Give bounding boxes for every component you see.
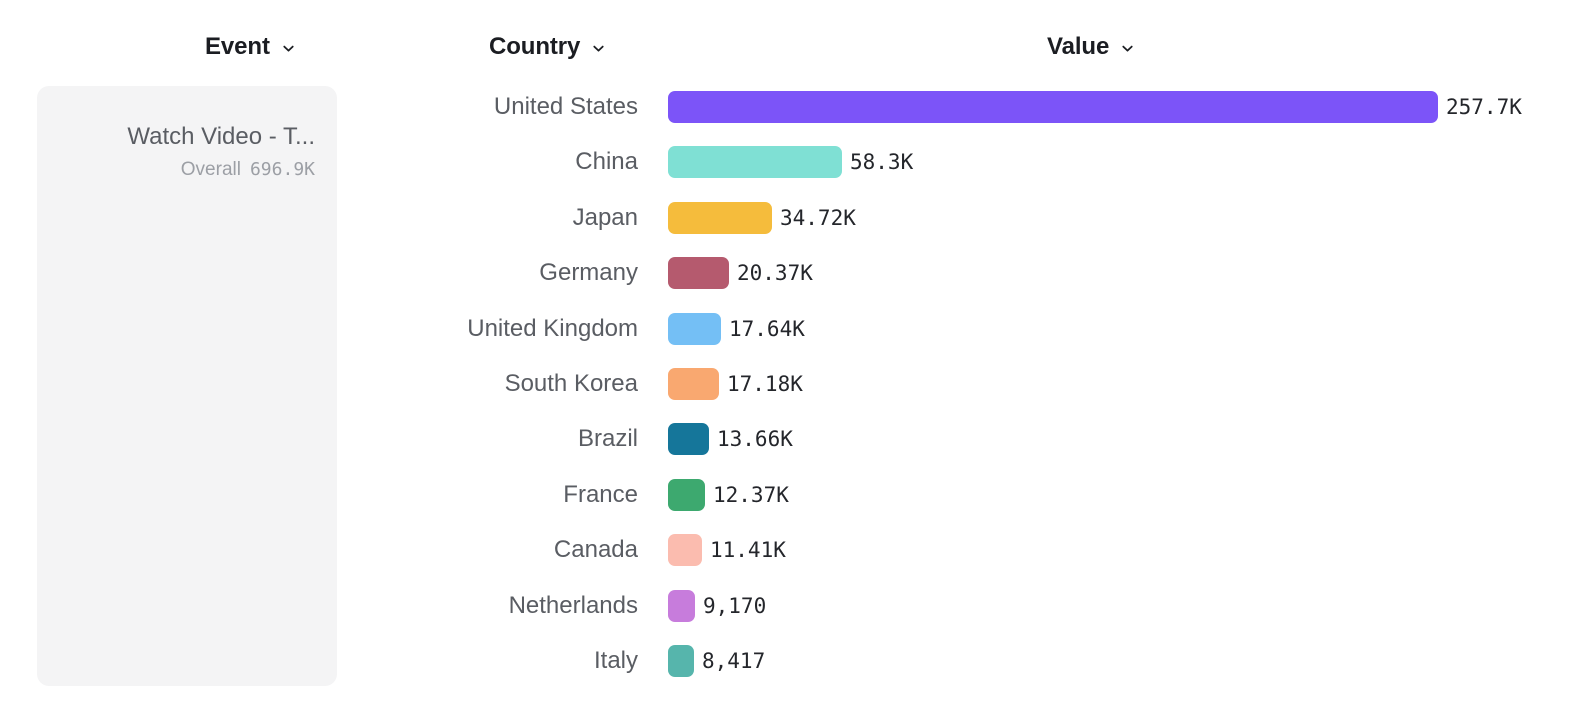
value-label: 20.37K xyxy=(737,261,813,286)
value-label: 257.7K xyxy=(1446,95,1522,119)
table-row[interactable]: Italy 8,417 xyxy=(0,640,1584,695)
value-bar[interactable] xyxy=(668,644,694,677)
table-row[interactable]: China 58.3K xyxy=(0,141,1584,196)
country-label: Germany xyxy=(539,259,638,287)
event-card-overall-value: 696.9K xyxy=(249,159,315,180)
country-bar-list: United States 257.7K China 58.3K Japan 34.72K… xyxy=(0,86,1584,695)
bar-container: 11.41K xyxy=(668,534,786,567)
event-card[interactable]: Watch Video - T... Overall 696.9K xyxy=(37,86,337,686)
value-bar[interactable] xyxy=(668,534,702,567)
column-header-event-label: Event xyxy=(205,33,270,60)
country-label: Canada xyxy=(553,536,638,564)
country-label: Netherlands xyxy=(508,591,638,619)
value-bar[interactable] xyxy=(668,312,721,345)
value-bar[interactable] xyxy=(668,257,729,290)
column-header-value[interactable]: Value xyxy=(1047,33,1135,61)
column-header-country[interactable]: Country xyxy=(489,33,606,61)
value-bar[interactable] xyxy=(668,423,709,456)
value-label: 17.18K xyxy=(727,371,803,396)
country-label: France xyxy=(563,480,638,508)
value-label: 11.41K xyxy=(710,538,786,563)
value-label: 9,170 xyxy=(703,593,767,618)
event-card-overall: Overall 696.9K xyxy=(37,159,315,181)
value-bar[interactable] xyxy=(668,146,842,179)
event-card-overall-label: Overall xyxy=(180,159,241,180)
column-header-row: Event Country Value xyxy=(0,0,1584,78)
column-header-event[interactable]: Event xyxy=(205,33,296,61)
chevron-down-icon[interactable] xyxy=(1120,41,1135,56)
bar-container: 257.7K xyxy=(668,91,1522,123)
table-row[interactable]: Germany 20.37K xyxy=(0,252,1584,307)
value-label: 12.37K xyxy=(713,482,789,507)
value-label: 8,417 xyxy=(702,648,766,673)
country-label: United Kingdom xyxy=(467,314,638,342)
bar-container: 9,170 xyxy=(668,589,767,622)
value-label: 13.66K xyxy=(717,427,793,452)
bar-container: 58.3K xyxy=(668,146,914,179)
value-bar[interactable] xyxy=(668,201,772,234)
bar-container: 17.18K xyxy=(668,367,803,400)
value-bar[interactable] xyxy=(668,478,705,511)
country-label: Brazil xyxy=(577,425,638,453)
bar-container: 34.72K xyxy=(668,201,856,234)
table-row[interactable]: United Kingdom 17.64K xyxy=(0,308,1584,363)
table-row[interactable]: Brazil 13.66K xyxy=(0,418,1584,473)
event-card-title: Watch Video - T... xyxy=(127,123,315,150)
country-label: South Korea xyxy=(504,369,638,397)
value-label: 17.64K xyxy=(729,316,805,341)
chevron-down-icon[interactable] xyxy=(281,41,296,56)
bar-container: 17.64K xyxy=(668,312,805,345)
table-row[interactable]: Canada 11.41K xyxy=(0,529,1584,584)
value-label: 58.3K xyxy=(850,150,914,175)
country-label: United States xyxy=(493,93,638,120)
column-header-value-label: Value xyxy=(1047,33,1110,60)
table-row[interactable]: Japan 34.72K xyxy=(0,197,1584,252)
table-row[interactable]: South Korea 17.18K xyxy=(0,363,1584,418)
column-header-country-label: Country xyxy=(489,33,581,60)
value-label: 34.72K xyxy=(780,205,856,230)
value-bar[interactable] xyxy=(668,367,719,400)
value-bar[interactable] xyxy=(668,91,1438,123)
country-label: Italy xyxy=(593,646,638,674)
bar-container: 8,417 xyxy=(668,644,766,677)
country-label: China xyxy=(575,148,638,176)
country-label: Japan xyxy=(572,203,638,231)
bar-container: 20.37K xyxy=(668,257,813,290)
bar-container: 12.37K xyxy=(668,478,789,511)
table-row[interactable]: United States 257.7K xyxy=(0,86,1584,141)
event-card-content: Watch Video - T... Overall 696.9K xyxy=(37,122,315,181)
table-row[interactable]: France 12.37K xyxy=(0,474,1584,529)
chevron-down-icon[interactable] xyxy=(591,41,606,56)
value-bar[interactable] xyxy=(668,589,695,622)
bar-container: 13.66K xyxy=(668,423,793,456)
table-row[interactable]: Netherlands 9,170 xyxy=(0,585,1584,640)
